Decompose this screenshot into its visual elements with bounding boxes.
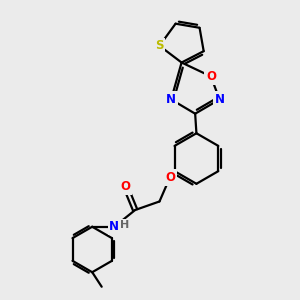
Text: S: S bbox=[155, 39, 164, 52]
Text: O: O bbox=[121, 180, 131, 194]
Text: H: H bbox=[120, 220, 129, 230]
Text: O: O bbox=[165, 171, 175, 184]
Text: N: N bbox=[109, 220, 119, 233]
Text: N: N bbox=[214, 93, 224, 106]
Text: N: N bbox=[166, 93, 176, 106]
Text: O: O bbox=[206, 70, 216, 83]
